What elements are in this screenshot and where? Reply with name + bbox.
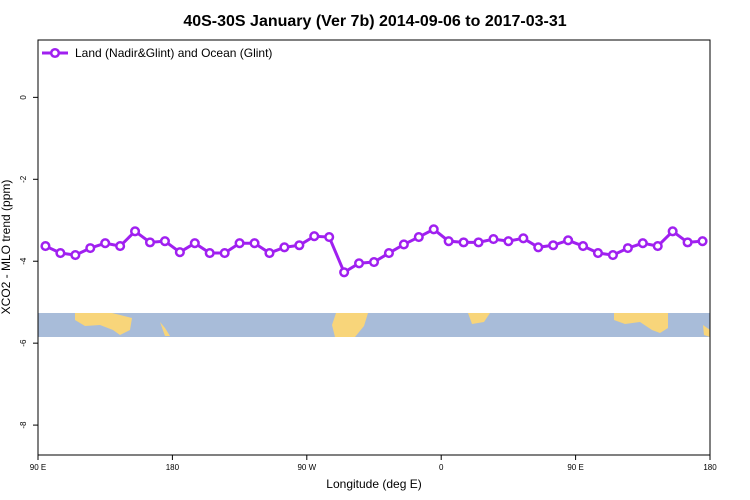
point	[533, 242, 544, 253]
point	[324, 232, 335, 243]
x-tick-label: 180	[703, 463, 717, 472]
plot-frame	[37, 39, 711, 456]
point	[667, 226, 678, 237]
point	[428, 224, 439, 235]
point	[159, 236, 170, 247]
y-tick-label: 0	[19, 95, 28, 100]
y-tick-label: -6	[19, 339, 28, 347]
y-tick-label: -8	[19, 421, 28, 429]
x-tick-label: 90 E	[30, 463, 46, 472]
point	[682, 237, 693, 248]
point	[607, 250, 618, 261]
point	[264, 247, 275, 259]
point	[85, 243, 96, 254]
point	[518, 233, 529, 244]
x-tick-label: 0	[439, 463, 444, 472]
point	[368, 256, 380, 268]
point	[339, 267, 350, 278]
point	[622, 243, 633, 254]
point	[548, 240, 559, 251]
y-tick-label: -4	[19, 257, 28, 265]
y-tick-label: -2	[19, 175, 28, 183]
point	[294, 240, 305, 251]
x-tick-label: 180	[166, 463, 180, 472]
point	[354, 258, 365, 269]
point	[488, 234, 499, 245]
point	[697, 236, 708, 247]
point	[443, 236, 454, 247]
point	[189, 238, 200, 249]
point	[309, 231, 320, 242]
point	[144, 237, 156, 248]
point	[473, 237, 484, 248]
point	[592, 247, 604, 259]
map-strip	[38, 313, 710, 337]
y-axis-label: XCO2 - MLO trend (ppm)	[0, 180, 13, 315]
point	[70, 250, 81, 261]
point	[413, 232, 424, 243]
point	[563, 235, 574, 246]
chart-title: 40S-30S January (Ver 7b) 2014-09-06 to 2…	[183, 13, 566, 30]
point	[115, 241, 126, 252]
point	[130, 226, 141, 237]
point	[234, 238, 245, 249]
point	[55, 247, 66, 259]
legend-marker	[49, 47, 61, 59]
point	[204, 247, 215, 259]
point	[398, 239, 409, 250]
point	[652, 241, 663, 252]
point	[174, 247, 185, 258]
point	[40, 241, 51, 252]
point	[503, 236, 514, 247]
point	[383, 247, 394, 259]
x-axis-label: Longitude (deg E)	[326, 477, 421, 491]
legend-label: Land (Nadir&Glint) and Ocean (Glint)	[75, 46, 272, 60]
point	[219, 247, 230, 259]
point	[100, 238, 111, 249]
x-tick-label: 90 E	[567, 463, 583, 472]
x-tick-label: 90 W	[297, 463, 316, 472]
point	[249, 238, 260, 249]
point	[637, 238, 648, 249]
point	[279, 242, 290, 253]
point	[578, 241, 589, 252]
point	[458, 237, 469, 248]
